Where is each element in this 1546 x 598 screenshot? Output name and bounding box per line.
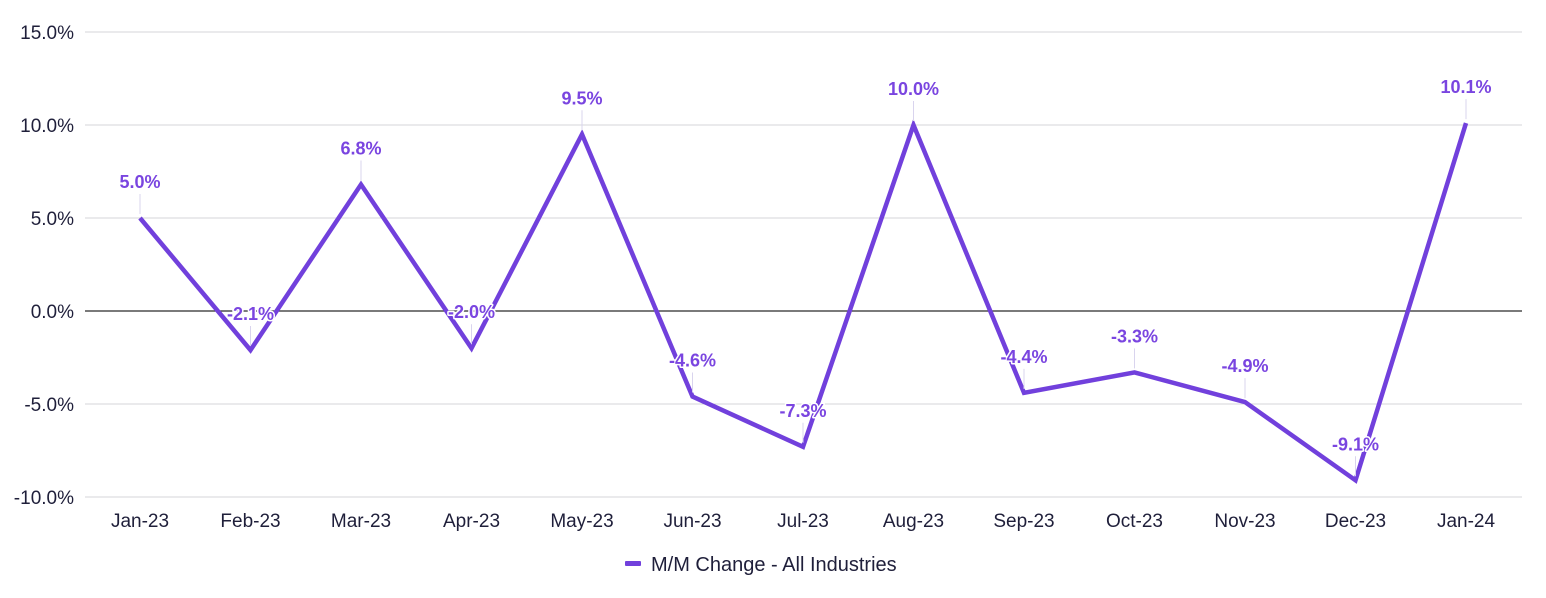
data-label: 6.8% [340,139,381,159]
x-tick-label: Aug-23 [883,511,944,532]
x-tick-label: Jan-23 [111,511,169,532]
y-tick-label: 10.0% [20,116,74,137]
x-axis-ticks: Jan-23 Feb-23 Mar-23 Apr-23 May-23 Jun-23 Jul-… [111,511,1496,532]
data-label: -4.6% [669,351,716,371]
data-label: -2.1% [227,304,274,324]
data-label: -4.9% [1221,356,1268,376]
data-label: -3.3% [1111,326,1158,346]
y-tick-label: 0.0% [31,302,74,323]
data-label: 9.5% [561,88,602,108]
y-axis-ticks: 15.0% 10.0% 5.0% 0.0% -5.0% -10.0% [14,23,74,509]
x-tick-label: Jan-24 [1437,511,1496,532]
data-label: 5.0% [119,172,160,192]
x-tick-label: Nov-23 [1214,511,1275,532]
data-label-group: 5.0% -2.1% 6.8% -2.0% 9.5% -4.6% -7.3% 10.0% -4.… [118,76,1493,477]
x-tick-label: Oct-23 [1106,511,1163,532]
data-label: -7.3% [779,401,826,421]
x-tick-label: Mar-23 [331,511,391,532]
x-tick-label: Feb-23 [220,511,280,532]
data-label: -4.4% [1000,347,1047,367]
y-tick-label: 5.0% [31,209,74,230]
data-point-group [139,123,1467,481]
x-tick-label: Dec-23 [1325,511,1386,532]
data-label: -9.1% [1332,434,1379,454]
x-tick-label: Apr-23 [443,511,500,532]
legend-swatch [625,561,641,566]
gridlines [85,31,1522,498]
data-label: 10.0% [888,79,939,99]
x-tick-label: May-23 [550,511,613,532]
y-tick-label: -10.0% [14,488,74,509]
legend: M/M Change - All Industries [625,554,897,576]
y-tick-label: 15.0% [20,23,74,44]
legend-label: M/M Change - All Industries [651,554,897,576]
data-label: 10.1% [1440,77,1491,97]
x-tick-label: Jul-23 [777,511,829,532]
x-tick-label: Jun-23 [663,511,721,532]
data-label: -2.0% [448,302,495,322]
y-tick-label: -5.0% [24,395,74,416]
x-tick-label: Sep-23 [993,511,1054,532]
